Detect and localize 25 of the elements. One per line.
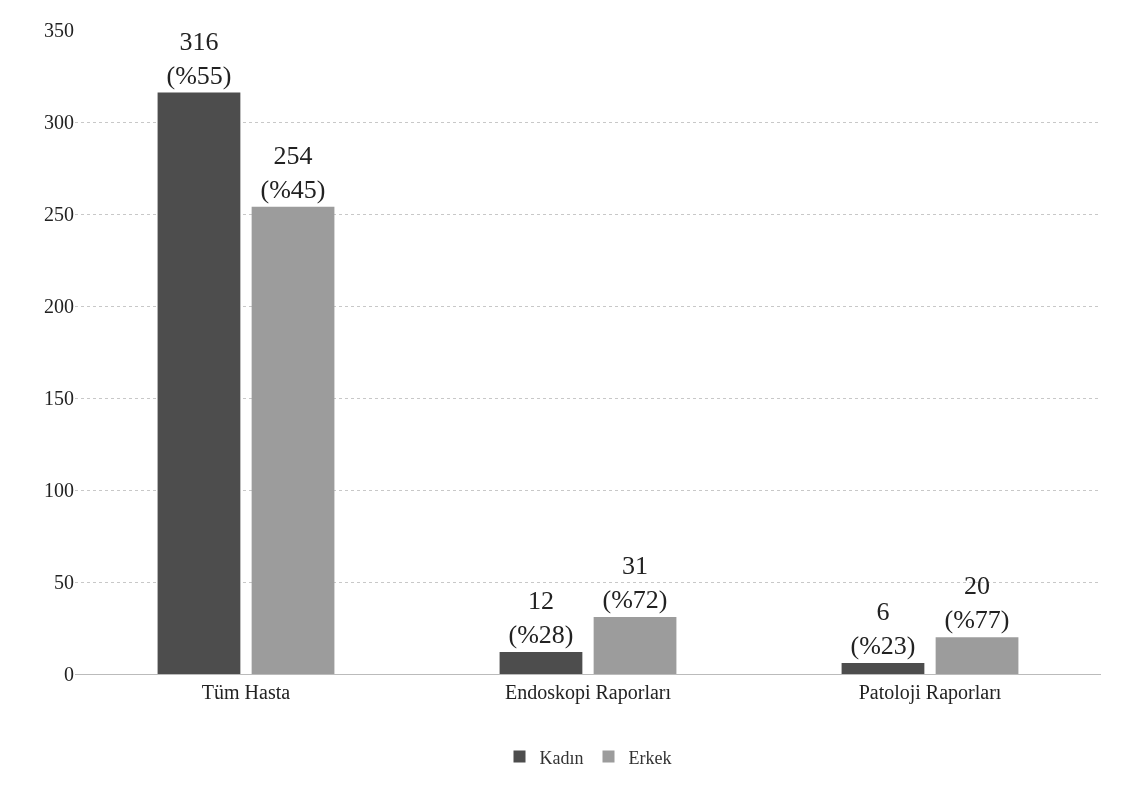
bar [935,637,1019,674]
bar [841,662,925,674]
data-label: 254 (%45) [260,140,326,204]
bar [499,651,583,674]
data-label: 20 (%77) [944,571,1010,635]
y-tick-label: 100 [44,479,74,501]
bar [157,92,241,674]
data-label: 316 (%55) [166,26,232,90]
x-tick-label: Patoloji Raporları [858,681,1002,704]
y-tick-label: 50 [54,571,74,593]
y-tick-label: 300 [44,111,74,133]
data-label: 6 (%23) [850,597,916,660]
y-tick-label: 350 [44,19,74,41]
legend-label: Kadın [539,747,584,768]
x-tick-label: Endoskopi Raporları [504,681,672,704]
y-tick-label: 200 [44,295,74,317]
bar [251,206,335,674]
bar [593,616,677,674]
y-tick-label: 0 [64,663,74,685]
y-tick-label: 250 [44,203,74,225]
x-tick-label: Tüm Hasta [201,681,291,703]
data-label: 12 (%28) [508,586,574,649]
data-label: 31 (%72) [602,551,668,614]
legend-label: Erkek [628,747,672,768]
y-tick-label: 150 [44,387,74,409]
